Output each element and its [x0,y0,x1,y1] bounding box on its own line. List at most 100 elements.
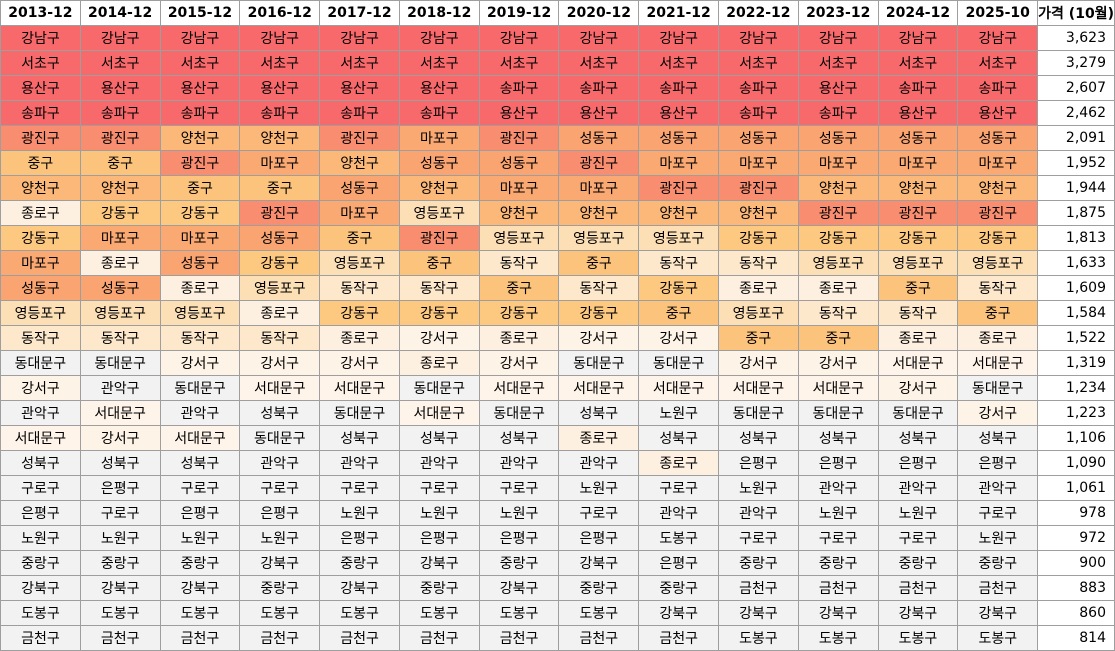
district-cell[interactable]: 송파구 [558,75,640,101]
district-cell[interactable]: 은평구 [797,450,879,476]
district-cell[interactable]: 용산구 [239,75,321,101]
district-cell[interactable]: 서초구 [239,50,321,76]
district-cell[interactable]: 성동구 [478,150,560,176]
district-cell[interactable]: 서대문구 [797,375,879,401]
district-cell[interactable]: 중랑구 [638,575,720,601]
district-cell[interactable]: 관악구 [239,450,321,476]
district-cell[interactable]: 양천구 [558,200,640,226]
district-cell[interactable]: 서초구 [159,50,241,76]
district-cell[interactable]: 은평구 [718,450,799,476]
district-cell[interactable]: 강서구 [718,350,799,376]
district-cell[interactable]: 서대문구 [718,375,799,401]
price-cell[interactable]: 1,061 [1037,475,1115,501]
district-cell[interactable]: 동작구 [877,300,959,326]
district-cell[interactable]: 영등포구 [159,300,241,326]
district-cell[interactable]: 구로구 [638,475,720,501]
district-cell[interactable]: 노원구 [558,475,640,501]
district-cell[interactable]: 강동구 [957,225,1039,251]
district-cell[interactable]: 종로구 [319,325,400,351]
district-cell[interactable]: 강남구 [398,25,480,51]
district-cell[interactable]: 도봉구 [79,600,161,626]
district-cell[interactable]: 강남구 [159,25,241,51]
district-cell[interactable]: 서대문구 [957,350,1039,376]
district-cell[interactable]: 광진구 [0,125,81,151]
district-cell[interactable]: 강동구 [638,275,720,301]
district-cell[interactable]: 용산구 [319,75,400,101]
district-cell[interactable]: 중랑구 [0,550,81,576]
district-cell[interactable]: 강서구 [877,375,959,401]
district-cell[interactable]: 영등포구 [398,200,480,226]
district-cell[interactable]: 관악구 [0,400,81,426]
district-cell[interactable]: 중구 [877,275,959,301]
district-cell[interactable]: 서대문구 [398,400,480,426]
district-cell[interactable]: 서대문구 [478,375,560,401]
district-cell[interactable]: 구로구 [877,525,959,551]
district-cell[interactable]: 마포구 [0,250,81,276]
district-cell[interactable]: 강서구 [319,350,400,376]
district-cell[interactable]: 구로구 [718,525,799,551]
district-cell[interactable]: 도봉구 [877,625,959,651]
district-cell[interactable]: 양천구 [797,175,879,201]
district-cell[interactable]: 구로구 [239,475,321,501]
district-cell[interactable]: 도봉구 [478,600,560,626]
price-cell[interactable]: 978 [1037,500,1115,526]
district-cell[interactable]: 강동구 [319,300,400,326]
district-cell[interactable]: 서초구 [638,50,720,76]
district-cell[interactable]: 서초구 [718,50,799,76]
district-cell[interactable]: 동작구 [558,275,640,301]
district-cell[interactable]: 광진구 [478,125,560,151]
district-cell[interactable]: 강남구 [239,25,321,51]
header-year[interactable]: 2023-12 [797,0,879,26]
district-cell[interactable]: 광진구 [797,200,879,226]
district-cell[interactable]: 용산구 [159,75,241,101]
district-cell[interactable]: 마포구 [239,150,321,176]
price-cell[interactable]: 972 [1037,525,1115,551]
district-cell[interactable]: 동대문구 [159,375,241,401]
district-cell[interactable]: 영등포구 [877,250,959,276]
district-cell[interactable]: 서초구 [957,50,1039,76]
district-cell[interactable]: 성동구 [638,125,720,151]
district-cell[interactable]: 중랑구 [398,575,480,601]
district-cell[interactable]: 종로구 [877,325,959,351]
district-cell[interactable]: 서대문구 [877,350,959,376]
district-cell[interactable]: 광진구 [638,175,720,201]
district-cell[interactable]: 성북구 [398,425,480,451]
district-cell[interactable]: 노원구 [239,525,321,551]
district-cell[interactable]: 종로구 [638,450,720,476]
header-year[interactable]: 2025-10 [957,0,1039,26]
district-cell[interactable]: 송파구 [718,75,799,101]
district-cell[interactable]: 강북구 [797,600,879,626]
district-cell[interactable]: 은평구 [877,450,959,476]
district-cell[interactable]: 강서구 [0,375,81,401]
district-cell[interactable]: 강남구 [957,25,1039,51]
district-cell[interactable]: 강남구 [558,25,640,51]
district-cell[interactable]: 종로구 [239,300,321,326]
district-cell[interactable]: 구로구 [398,475,480,501]
district-cell[interactable]: 서초구 [478,50,560,76]
district-cell[interactable]: 노원구 [398,500,480,526]
district-cell[interactable]: 용산구 [877,100,959,126]
district-cell[interactable]: 구로구 [159,475,241,501]
district-cell[interactable]: 금천구 [159,625,241,651]
district-cell[interactable]: 강북구 [478,575,560,601]
district-cell[interactable]: 광진구 [79,125,161,151]
district-cell[interactable]: 구로구 [558,500,640,526]
price-cell[interactable]: 1,633 [1037,250,1115,276]
header-year[interactable]: 2018-12 [398,0,480,26]
district-cell[interactable]: 금천구 [239,625,321,651]
district-cell[interactable]: 동작구 [79,325,161,351]
district-cell[interactable]: 관악구 [159,400,241,426]
district-cell[interactable]: 금천구 [957,575,1039,601]
price-cell[interactable]: 1,875 [1037,200,1115,226]
header-price[interactable]: 가격 (10월) [1037,0,1115,26]
district-cell[interactable]: 동작구 [797,300,879,326]
district-cell[interactable]: 성북구 [319,425,400,451]
district-cell[interactable]: 강북구 [638,600,720,626]
header-year[interactable]: 2021-12 [638,0,720,26]
header-year[interactable]: 2020-12 [558,0,640,26]
district-cell[interactable]: 서대문구 [0,425,81,451]
district-cell[interactable]: 마포구 [957,150,1039,176]
district-cell[interactable]: 중랑구 [877,550,959,576]
district-cell[interactable]: 동작구 [478,250,560,276]
price-cell[interactable]: 3,623 [1037,25,1115,51]
